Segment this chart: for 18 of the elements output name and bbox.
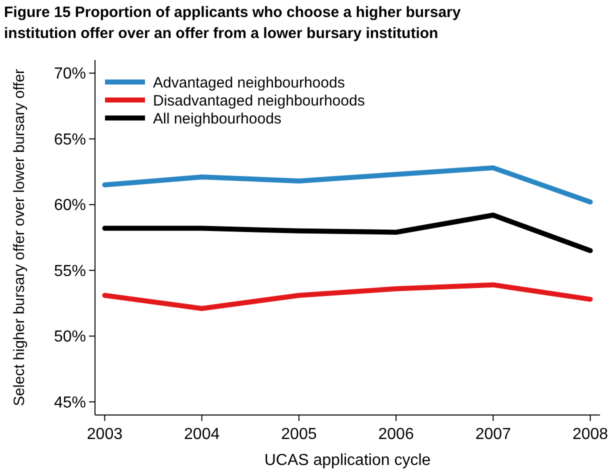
x-tick-label: 2008: [572, 426, 608, 443]
x-axis-title: UCAS application cycle: [264, 452, 431, 469]
x-tick-label: 2005: [281, 426, 317, 443]
x-tick-label: 2003: [86, 426, 123, 443]
x-tick-label: 2004: [184, 426, 220, 443]
y-tick-label: 45%: [54, 394, 86, 412]
y-tick-label: 70%: [54, 66, 86, 83]
y-axis-title: Select higher bursary offer over lower bursary offer: [11, 68, 28, 406]
x-tick-label: 2007: [475, 426, 512, 443]
y-tick-label: 55%: [54, 262, 86, 280]
y-tick-label: 60%: [54, 197, 86, 214]
legend-label: Disadvantaged neighbourhoods: [153, 92, 365, 110]
chart-title: Figure 15 Proportion of applicants who choose a higher bursary institution offer over an offer from a lower bursary institution: [4, 4, 462, 42]
y-tick-label: 50%: [54, 328, 86, 346]
x-tick-label: 2006: [378, 426, 414, 443]
legend-label: All neighbourhoods: [153, 110, 282, 128]
legend-label: Advantaged neighbourhoods: [153, 74, 345, 92]
y-tick-label: 65%: [54, 131, 86, 148]
